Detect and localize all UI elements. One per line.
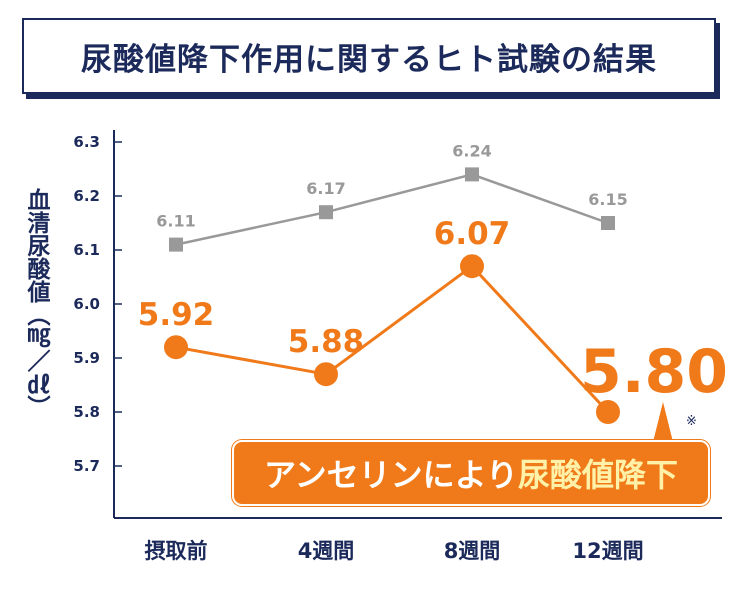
series-1-point [460, 254, 484, 279]
series-1-data-label: 6.07 [434, 216, 511, 252]
series-1-line [175, 264, 610, 414]
y-tick-label: 5.8 [73, 403, 100, 421]
y-axis-label: 血清尿酸値（㎎／㎗） [23, 188, 49, 418]
y-tick-label: 5.7 [73, 457, 100, 475]
y-tick-label: 6.3 [73, 133, 100, 151]
y-tick-label: 6.0 [73, 295, 100, 313]
callout-highlight: 尿酸値降下 [518, 456, 679, 494]
x-tick-label: 4週間 [298, 539, 355, 563]
series-1-point [596, 400, 620, 424]
chart-title: 尿酸値降下作用に関するヒト試験の結果 [81, 41, 657, 78]
series-0-point [169, 237, 183, 252]
footnote-mark: ※ [686, 414, 697, 429]
series-0-data-label: 6.24 [452, 141, 491, 160]
series-1-point [164, 335, 188, 360]
series-1-data-label: 5.92 [138, 297, 215, 333]
series-0-data-label: 6.15 [588, 190, 627, 209]
callout-tail [653, 402, 673, 442]
result-callout: アンセリンにより 尿酸値降下 [232, 440, 710, 506]
y-tick-label: 6.1 [73, 241, 100, 259]
series-0-data-label: 6.11 [156, 212, 195, 231]
series-1-data-label: 5.80 [580, 337, 728, 407]
series-0-line [175, 173, 609, 246]
y-tick-label: 5.9 [73, 349, 100, 367]
title-box: 尿酸値降下作用に関するヒト試験の結果 [22, 18, 716, 94]
x-tick-label: 8週間 [444, 539, 501, 563]
series-0-point [465, 167, 479, 182]
series-1-data-label: 5.88 [288, 324, 365, 360]
series-0-data-label: 6.17 [306, 179, 345, 198]
y-tick-label: 6.2 [73, 187, 100, 205]
x-tick-label: 摂取前 [145, 539, 208, 563]
x-tick-label: 12週間 [572, 539, 643, 563]
callout-prefix: アンセリンにより [263, 456, 519, 494]
series-0-point [601, 216, 615, 230]
series-1-point [314, 362, 338, 387]
series-0-point [319, 205, 333, 220]
